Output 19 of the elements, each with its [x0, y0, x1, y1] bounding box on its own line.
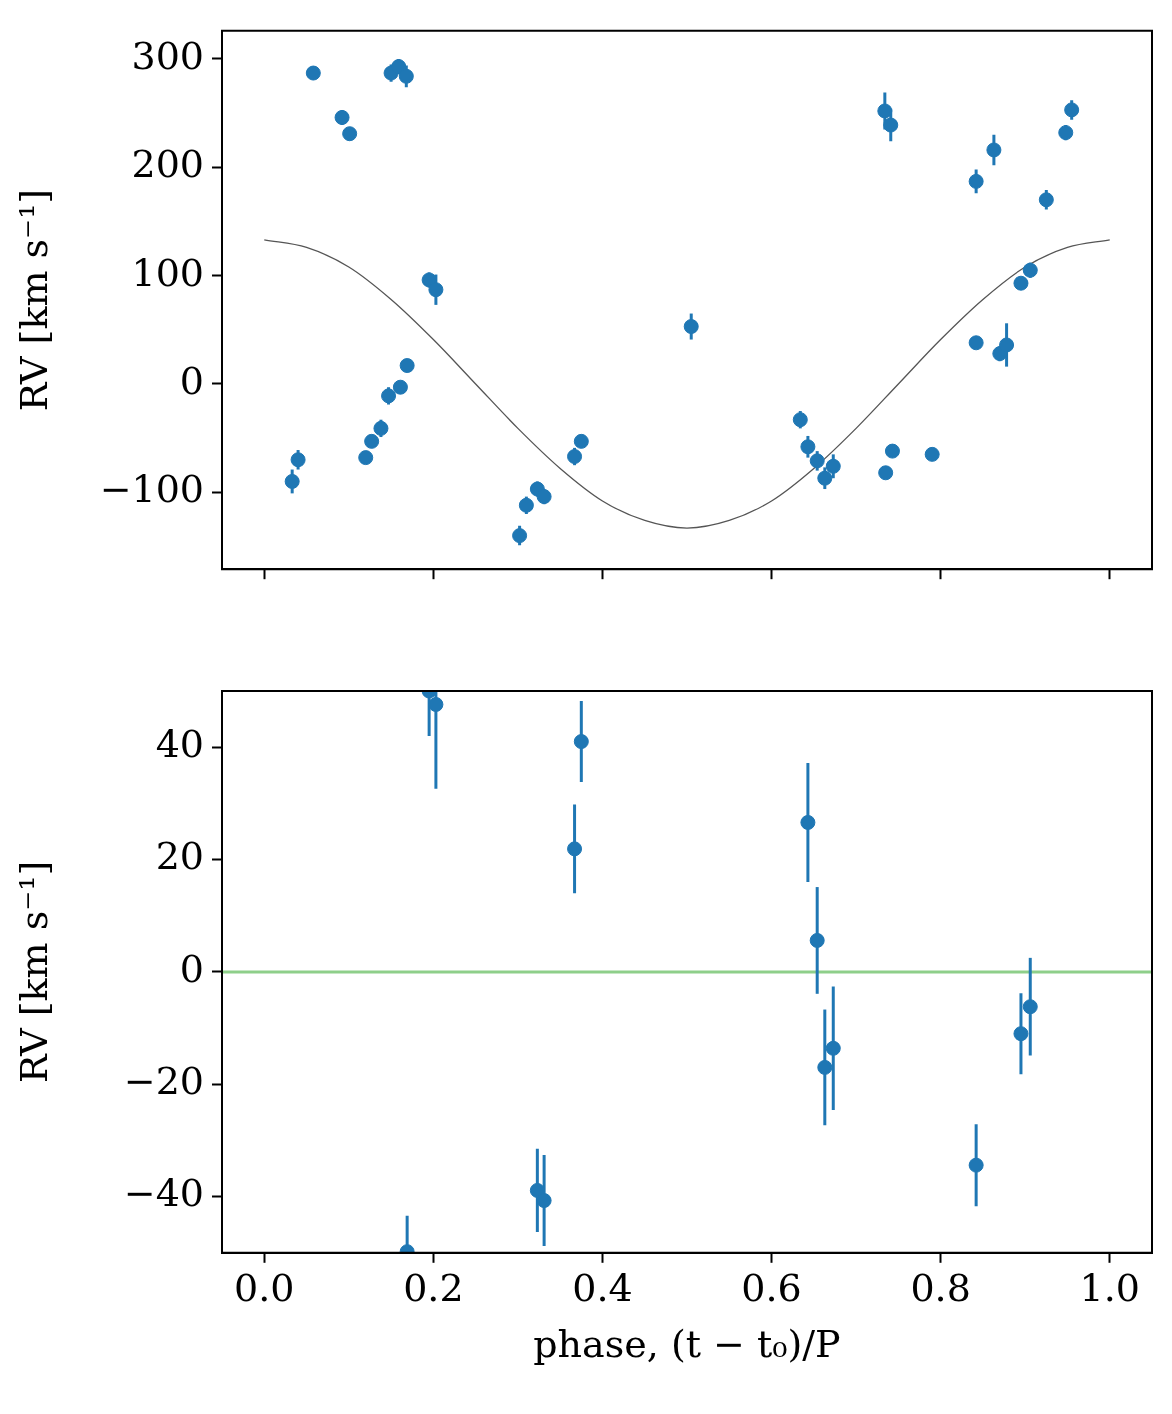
x-axis-title: phase, (t − t₀)/P: [533, 1322, 841, 1367]
x-tick-label: 0.2: [403, 1266, 464, 1311]
x-tick-label: 0.0: [234, 1266, 295, 1311]
y-tick-label: 100: [131, 250, 204, 295]
x-tick-label: 0.6: [741, 1266, 802, 1311]
y-axis-title: RV [km s⁻¹]: [11, 188, 56, 412]
y-tick-label: −20: [123, 1059, 204, 1104]
x-tick-label: 0.8: [910, 1266, 971, 1311]
y-tick-label: 20: [155, 834, 204, 879]
y-tick-label: 0: [179, 946, 204, 991]
y-tick-label: 200: [131, 142, 204, 187]
y-tick-label: 40: [155, 722, 204, 767]
y-tick-label: −100: [99, 467, 204, 512]
y-tick-label: 0: [179, 358, 204, 403]
y-axis-title: RV [km s⁻¹]: [11, 860, 56, 1084]
y-tick-label: −40: [123, 1171, 204, 1216]
x-tick-label: 1.0: [1079, 1266, 1140, 1311]
y-tick-label: 300: [131, 33, 204, 78]
x-tick-label: 0.4: [572, 1266, 633, 1311]
